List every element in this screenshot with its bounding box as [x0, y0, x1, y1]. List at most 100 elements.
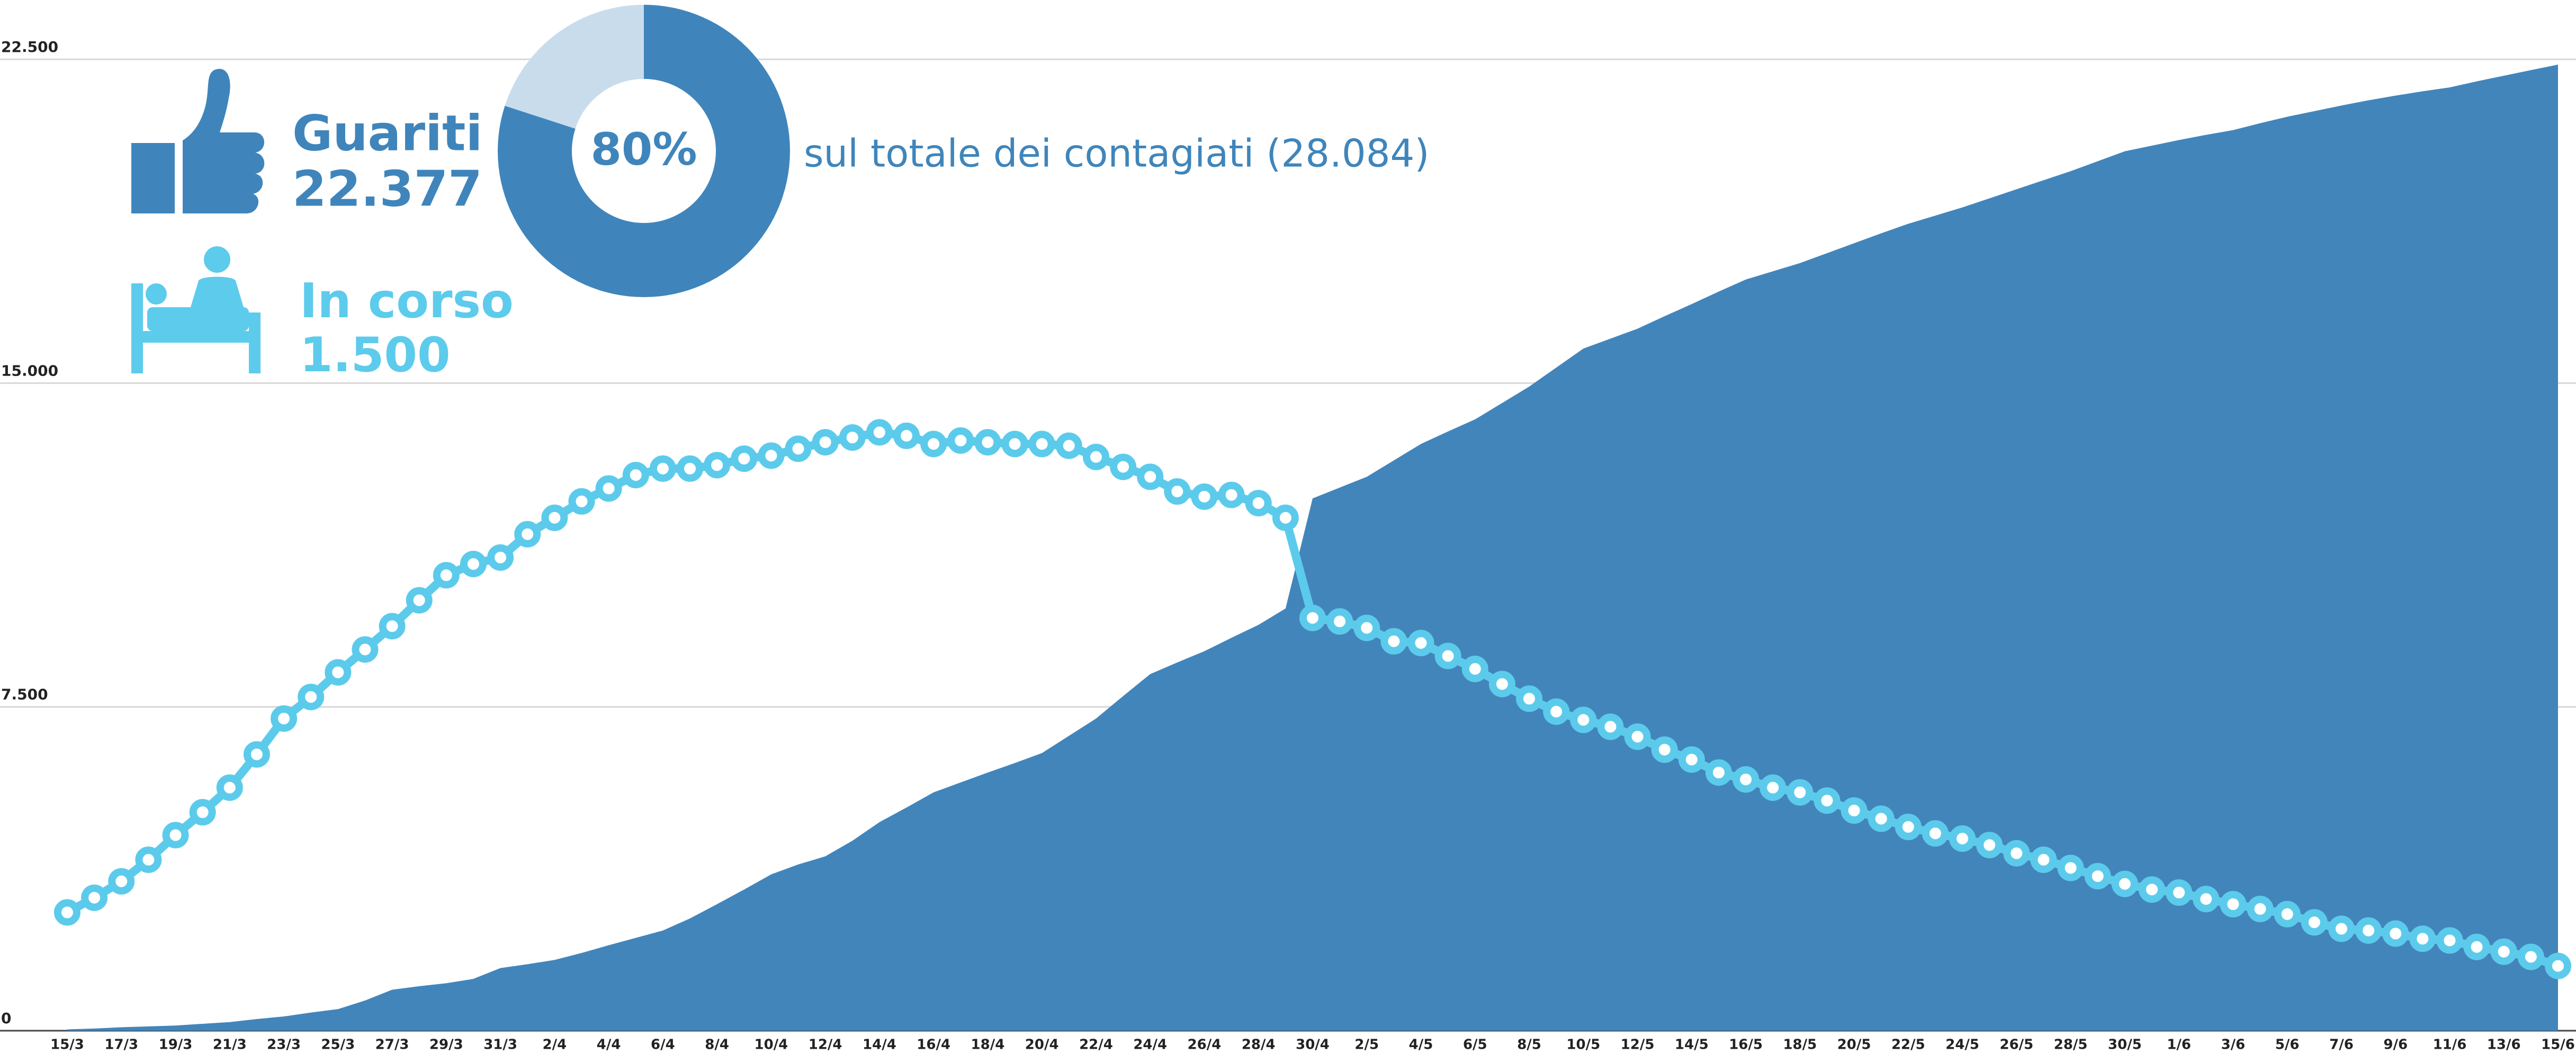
- point: [2382, 920, 2409, 947]
- point: [1841, 797, 1868, 824]
- point: [2517, 943, 2544, 970]
- point: [866, 419, 893, 446]
- point: [1760, 774, 1787, 801]
- point: [2111, 870, 2138, 897]
- in-corso-total: 1.500: [300, 327, 451, 383]
- x-tick-label: 28/5: [2054, 1037, 2088, 1053]
- point: [189, 799, 216, 826]
- point: [812, 429, 839, 456]
- x-tick-label: 12/5: [1621, 1037, 1655, 1053]
- x-tick-label: 8/5: [1517, 1037, 1541, 1053]
- x-tick-label: 14/4: [863, 1037, 896, 1053]
- x-tick-label: 27/3: [375, 1037, 409, 1053]
- point: [379, 613, 406, 640]
- x-tick-label: 6/4: [651, 1037, 675, 1053]
- point: [1976, 832, 2003, 859]
- point: [406, 587, 433, 614]
- point: [1164, 478, 1191, 505]
- point: [1191, 483, 1218, 510]
- x-tick-label: 26/5: [2000, 1037, 2034, 1053]
- point: [298, 683, 325, 710]
- donut-caption: sul totale dei contagiati (28.084): [804, 131, 1429, 176]
- point: [622, 461, 649, 488]
- point: [2301, 909, 2328, 936]
- point: [1787, 779, 1814, 806]
- x-tick-label: 26/4: [1188, 1037, 1222, 1053]
- point: [974, 429, 1001, 456]
- x-tick-label: 4/4: [597, 1037, 621, 1053]
- area: [67, 65, 2558, 1031]
- point: [216, 774, 243, 801]
- x-tick-label: 29/3: [429, 1037, 463, 1053]
- point: [1678, 746, 1705, 773]
- point: [2409, 925, 2436, 952]
- point: [2193, 886, 2220, 913]
- x-tick-label: 22/5: [1891, 1037, 1925, 1053]
- donut-slice: [505, 5, 644, 129]
- x-tick-label: 2/4: [543, 1037, 567, 1053]
- x-tick-label: 14/5: [1675, 1037, 1709, 1053]
- x-tick-label: 21/3: [213, 1037, 247, 1053]
- point: [2328, 915, 2355, 942]
- point: [1137, 463, 1164, 490]
- in-corso-label: In corso: [300, 273, 514, 329]
- point: [1922, 820, 1949, 847]
- x-tick-label: 23/3: [267, 1037, 301, 1053]
- x-tick-label: 18/4: [971, 1037, 1005, 1053]
- point: [1705, 759, 1732, 786]
- x-tick-label: 30/4: [1296, 1037, 1330, 1053]
- point: [1651, 736, 1678, 763]
- point: [2057, 854, 2084, 881]
- point: [2084, 863, 2111, 890]
- point: [947, 427, 974, 454]
- donut: [498, 5, 791, 297]
- point: [2247, 896, 2274, 923]
- point: [2003, 839, 2030, 867]
- point: [135, 846, 162, 873]
- x-tick-label: 24/4: [1133, 1037, 1167, 1053]
- point: [1082, 443, 1109, 470]
- point: [1110, 453, 1137, 480]
- plot: 0 7.500 15.000 22.500 15/3 17/3 19/3 21/3 23/3 25…: [0, 38, 2576, 1053]
- x-tick-label: 19/3: [159, 1037, 193, 1053]
- point: [325, 659, 352, 686]
- point: [460, 550, 487, 577]
- y-tick-label: 7.500: [1, 686, 48, 703]
- point: [1272, 504, 1299, 531]
- point: [1516, 685, 1543, 712]
- point: [433, 562, 460, 589]
- point: [1488, 671, 1515, 698]
- guariti-label: Guariti: [292, 104, 482, 162]
- point: [1814, 787, 1841, 814]
- point: [1028, 431, 1055, 458]
- point: [704, 452, 731, 479]
- point: [2166, 879, 2193, 906]
- point: [1326, 608, 1353, 635]
- point: [1055, 432, 1082, 459]
- donut-slice: [498, 5, 791, 297]
- y-tick-label: 0: [1, 1010, 11, 1027]
- point: [2139, 876, 2166, 903]
- point: [1299, 604, 1326, 631]
- point: [1245, 489, 1272, 516]
- point: [1218, 481, 1245, 508]
- donut-label: 80%: [590, 123, 697, 175]
- x-tick-label: 30/5: [2108, 1037, 2142, 1053]
- y-tick-label: 22.500: [1, 38, 58, 56]
- point: [2545, 952, 2571, 979]
- guariti-total: 22.377: [292, 160, 482, 217]
- x-tick-label: 16/4: [917, 1037, 950, 1053]
- point: [677, 455, 703, 482]
- point: [243, 741, 270, 768]
- point: [785, 435, 812, 462]
- point: [1543, 698, 1570, 725]
- x-tick-label: 3/6: [2221, 1037, 2246, 1053]
- point: [731, 445, 758, 472]
- point: [2436, 927, 2463, 954]
- point: [920, 431, 947, 458]
- point: [352, 636, 379, 663]
- point: [1949, 825, 1976, 852]
- x-tick-label: 9/6: [2383, 1037, 2408, 1053]
- point: [2463, 933, 2490, 960]
